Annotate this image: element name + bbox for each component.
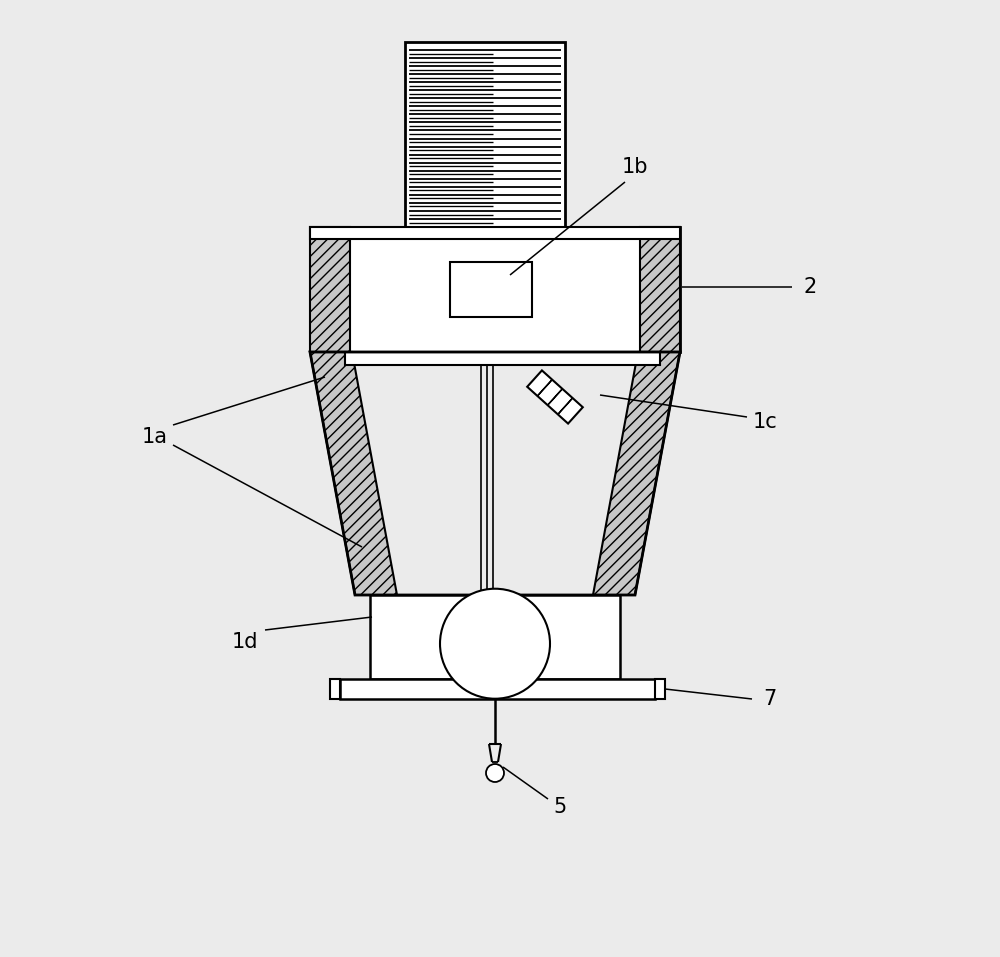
Bar <box>405 42 565 227</box>
Text: 1a: 1a <box>142 427 168 447</box>
Bar <box>345 352 660 365</box>
Text: 1b: 1b <box>622 157 648 177</box>
Polygon shape <box>310 352 397 595</box>
Bar <box>527 370 583 424</box>
Bar <box>655 679 665 699</box>
FancyArrow shape <box>558 398 573 414</box>
Text: 7: 7 <box>763 689 777 709</box>
Text: 5: 5 <box>553 797 567 817</box>
FancyArrow shape <box>537 380 552 396</box>
Text: 1c: 1c <box>753 412 777 432</box>
FancyArrow shape <box>547 389 563 406</box>
Bar <box>370 595 620 679</box>
Text: 1d: 1d <box>232 632 258 652</box>
Polygon shape <box>593 352 680 595</box>
Bar <box>330 679 340 699</box>
Circle shape <box>440 589 550 699</box>
Bar <box>310 227 680 239</box>
Bar <box>310 227 680 352</box>
Text: 2: 2 <box>803 277 817 297</box>
Bar <box>450 262 532 317</box>
Bar <box>640 227 680 352</box>
Circle shape <box>486 764 504 782</box>
Bar <box>340 679 655 699</box>
Bar <box>310 227 350 352</box>
